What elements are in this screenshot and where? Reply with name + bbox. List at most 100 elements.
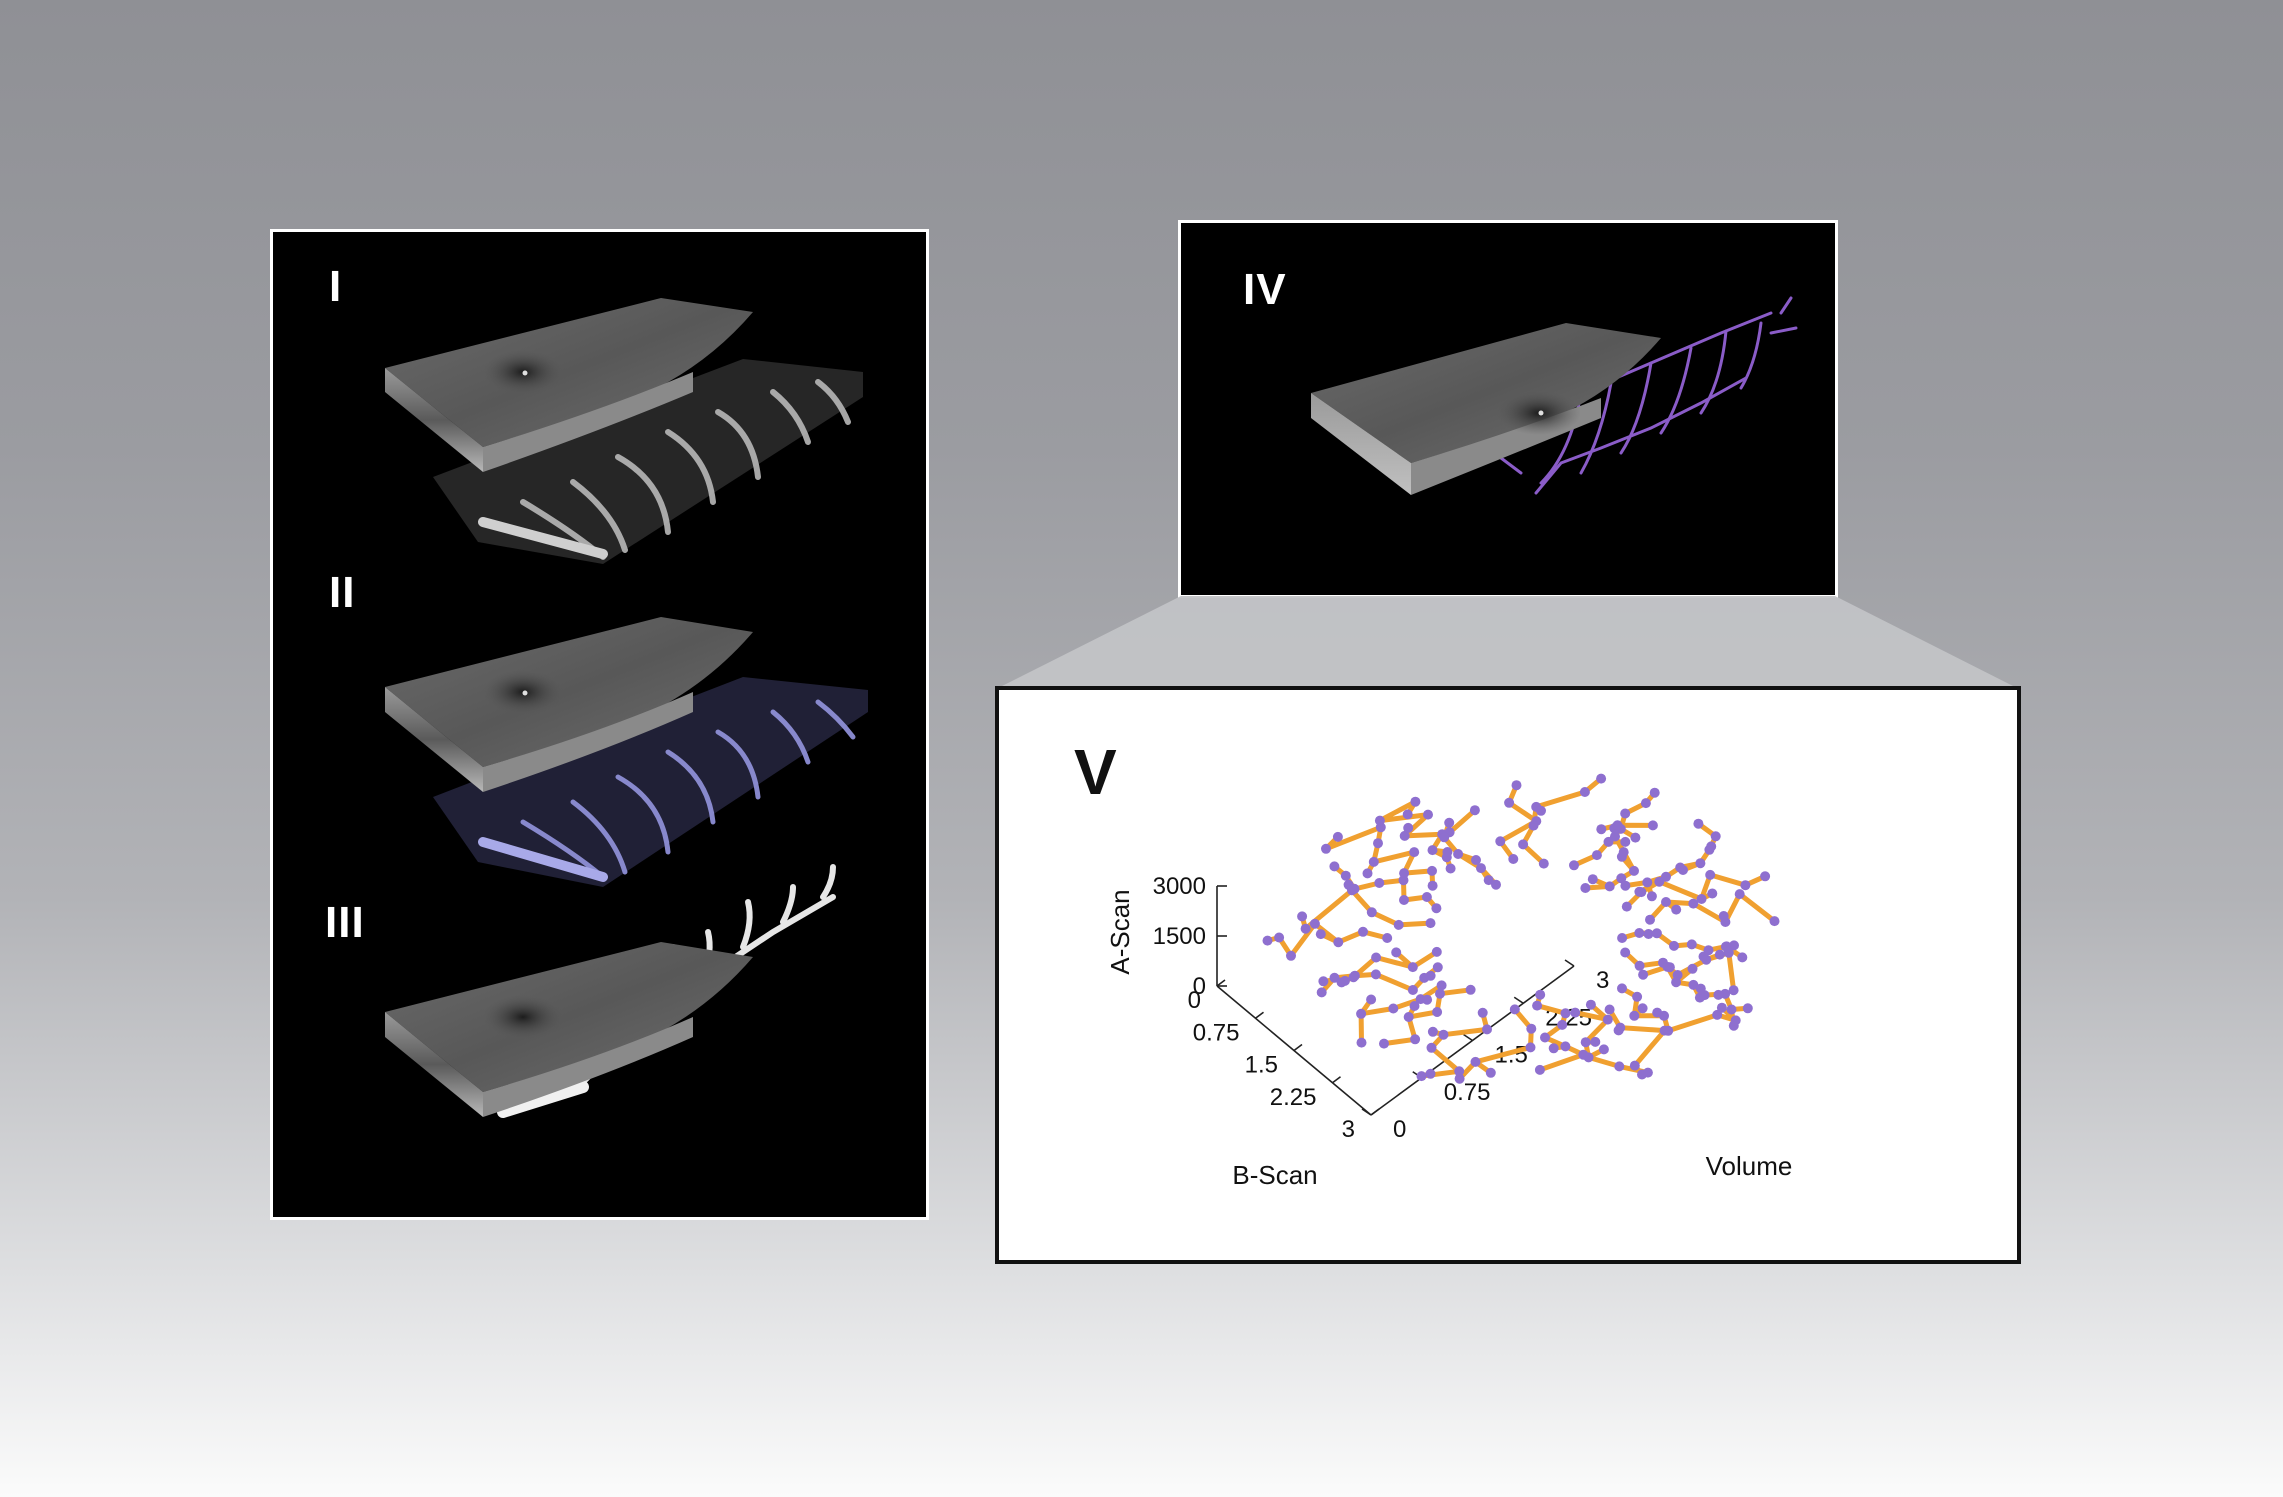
graph-node <box>1604 881 1615 892</box>
graph-node <box>1532 1000 1543 1011</box>
graph-node <box>1309 918 1320 929</box>
graph-node <box>1477 1007 1488 1018</box>
graph-node <box>1432 962 1443 973</box>
graph-node <box>1614 1061 1625 1072</box>
graph-node <box>1445 863 1456 874</box>
z-axis-label: A-Scan <box>1105 889 1135 974</box>
graph-node <box>1453 849 1464 859</box>
graph-node <box>1726 1004 1737 1015</box>
graph-node <box>1649 787 1660 798</box>
graph-node <box>1495 836 1506 847</box>
graph-node <box>1358 926 1368 937</box>
graph-node <box>1587 874 1598 885</box>
graph-node <box>1570 1007 1581 1018</box>
graph-node <box>1362 868 1373 879</box>
graph-node <box>1613 1025 1624 1036</box>
graph-node <box>1403 822 1414 833</box>
axis-tick <box>1361 1108 1372 1116</box>
graph-node <box>1659 1025 1670 1036</box>
graph-node <box>1560 1041 1571 1052</box>
graph-node <box>1536 805 1546 816</box>
graph-node <box>1393 919 1404 930</box>
graph-node <box>1316 987 1327 998</box>
graph-node <box>1427 1026 1438 1037</box>
graph-node <box>1399 895 1409 905</box>
graph-node <box>1579 787 1590 797</box>
graph-node <box>1286 950 1296 961</box>
volume-III <box>385 864 836 1118</box>
graph-node <box>1403 1012 1414 1022</box>
graph-node <box>1742 1003 1753 1014</box>
graph-node <box>1425 918 1436 929</box>
panel-label-V: V <box>1074 736 1117 808</box>
graph-node <box>1643 929 1654 939</box>
graph-node <box>1671 904 1682 915</box>
graph-node <box>1526 1023 1537 1034</box>
graph-node <box>1647 820 1658 831</box>
graph-node <box>1642 877 1653 888</box>
graph-node <box>1634 928 1645 938</box>
graph-node <box>1402 809 1413 820</box>
volume-II <box>385 617 868 887</box>
graph-node <box>1596 824 1607 835</box>
graph-node <box>1661 897 1671 907</box>
graph-node <box>1427 880 1438 891</box>
graph-node <box>1329 972 1340 983</box>
graph-edge <box>1381 987 1474 1047</box>
graph-node <box>1336 977 1347 988</box>
graph-node <box>1580 883 1591 893</box>
graph-node <box>1368 856 1379 867</box>
axis-tick <box>1463 1033 1473 1042</box>
graph-node <box>1651 928 1662 939</box>
graph-node <box>1638 969 1649 980</box>
graph-node <box>1332 831 1343 842</box>
graph-node <box>1718 911 1729 921</box>
graph-node <box>1469 805 1480 816</box>
graph-node <box>1508 854 1519 864</box>
graph-node <box>1504 797 1515 808</box>
volume-tick-label: 0 <box>1393 1116 1406 1143</box>
graph-node <box>1509 1004 1520 1015</box>
graph-node <box>1714 949 1725 960</box>
graph-node <box>1483 875 1494 886</box>
graph-node <box>1616 873 1627 884</box>
graph-node <box>1618 847 1629 858</box>
graph-node <box>1688 898 1699 909</box>
graph-node <box>1262 935 1273 946</box>
graph-node <box>1578 1049 1589 1060</box>
graph-node <box>1695 983 1706 994</box>
graph-node <box>1370 969 1381 980</box>
graph-node <box>1425 1068 1436 1079</box>
retina-volumes-left <box>385 298 868 1118</box>
volume-axis-label: Volume <box>1706 1151 1793 1181</box>
graph-node <box>1637 1003 1648 1014</box>
graph-node <box>1534 1064 1545 1075</box>
graph-node <box>1740 880 1751 891</box>
graph-node <box>1602 1014 1613 1025</box>
graph-node <box>1632 991 1643 1002</box>
graph-node <box>1300 923 1311 934</box>
graph-node <box>1678 865 1688 875</box>
axis-tick <box>1513 996 1524 1004</box>
graph-node <box>1399 830 1410 841</box>
graph-node <box>1333 937 1344 948</box>
graph-node <box>1634 886 1645 897</box>
graph-node <box>1426 1042 1437 1053</box>
graph-node <box>1374 878 1385 888</box>
graph-node <box>1617 983 1627 994</box>
graph-node <box>1540 1032 1550 1043</box>
graph-node <box>1422 994 1433 1005</box>
graph-node <box>1669 940 1679 951</box>
graph-node <box>1706 841 1717 852</box>
axis-tick <box>1255 1011 1264 1019</box>
graph-node <box>1604 1004 1615 1015</box>
graph-node <box>1696 894 1707 904</box>
graph-node <box>1407 962 1418 973</box>
graph-node <box>1407 985 1418 995</box>
panel-left: I II III <box>270 229 929 1220</box>
graph-node <box>1671 977 1682 988</box>
graph-node <box>1416 1071 1427 1082</box>
graph-node <box>1431 903 1442 914</box>
graph-node <box>1729 940 1739 951</box>
